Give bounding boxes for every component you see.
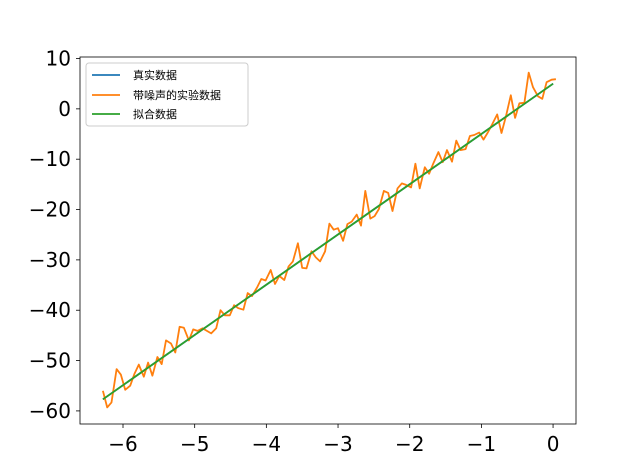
y-tick-label: −10 <box>29 147 71 171</box>
series-line-fit <box>102 82 554 401</box>
y-tick-label: −50 <box>29 349 71 373</box>
x-tick-label: −4 <box>252 432 281 456</box>
legend: 真实数据 带噪声的实验数据 拟合数据 <box>85 62 249 127</box>
x-tick-label: −6 <box>108 432 137 456</box>
legend-label-fit: 拟合数据 <box>133 107 177 121</box>
x-tick-label: −5 <box>180 432 209 456</box>
y-tick-label: −20 <box>29 198 71 222</box>
legend-label-real: 真实数据 <box>133 68 177 82</box>
y-tick-label: −30 <box>29 248 71 272</box>
y-tick-label: 10 <box>46 47 71 71</box>
legend-label-noisy: 带噪声的实验数据 <box>133 88 221 102</box>
x-tick-label: −1 <box>467 432 496 456</box>
legend-box <box>85 62 249 127</box>
x-axis: −6 −5 −4 −3 −2 −1 0 <box>108 424 559 456</box>
y-tick-label: −40 <box>29 298 71 322</box>
y-tick-label: −60 <box>29 399 71 423</box>
plot-frame <box>79 56 577 425</box>
y-tick-label: 0 <box>58 97 71 121</box>
x-tick-label: −2 <box>395 432 424 456</box>
x-tick-label: 0 <box>547 432 560 456</box>
y-axis: 10 0 −10 −20 −30 −40 −50 −60 <box>29 47 80 423</box>
x-tick-label: −3 <box>323 432 352 456</box>
series-layer <box>102 71 557 409</box>
